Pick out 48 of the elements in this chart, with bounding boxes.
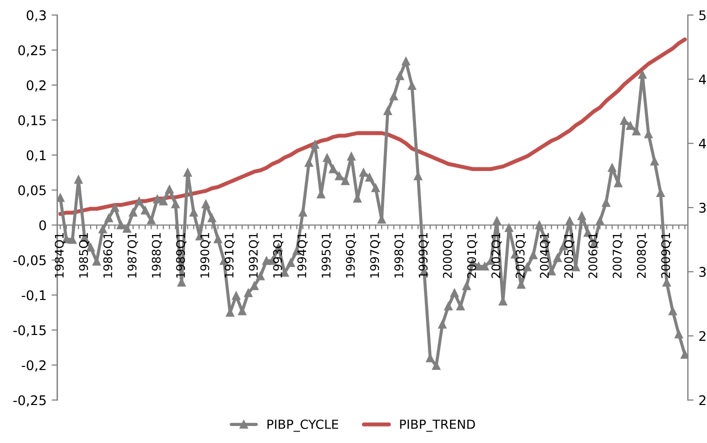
x-tick-label: 1986Q1 xyxy=(103,233,114,278)
y2-tick-label: 3 xyxy=(699,266,706,277)
y-tick-label: 0,3 xyxy=(26,10,46,22)
x-tick-label: 1984Q1 xyxy=(54,233,66,278)
y-tick-label: -0,1 xyxy=(22,290,46,302)
x-tick-label: 2000Q1 xyxy=(442,233,454,278)
legend-label: PIBP_TREND xyxy=(400,420,475,432)
y-tick-label: 0 xyxy=(39,220,46,230)
x-tick-label: 2007Q1 xyxy=(612,233,623,278)
x-tick-label: 2008Q1 xyxy=(636,233,648,278)
y2-tick-label: 3 xyxy=(699,202,706,213)
x-tick-label: 1985Q1 xyxy=(79,233,90,278)
y-tick-label: 0,05 xyxy=(18,185,46,197)
y2-tick-label: 5 xyxy=(699,10,706,20)
x-tick-label: 1992Q1 xyxy=(248,233,260,278)
y-tick-label: -0,15 xyxy=(13,325,46,337)
x-tick-label: 2003Q1 xyxy=(516,233,526,278)
y-tick-label: 0,2 xyxy=(26,80,46,92)
x-tick-label: 1991Q1 xyxy=(224,233,235,278)
y-tick-label: 0,15 xyxy=(18,115,46,127)
y-tick-label: -0,05 xyxy=(13,255,46,267)
x-tick-label: 1988Q1 xyxy=(152,233,162,278)
x-tick-label: 1990Q1 xyxy=(200,233,211,278)
x-tick-label: 1997Q1 xyxy=(370,233,380,278)
x-tick-label: 2006Q1 xyxy=(588,233,599,278)
x-tick-label: 2001Q1 xyxy=(467,233,478,278)
x-tick-label: 2004Q1 xyxy=(540,233,550,278)
x-tick-label: 1995Q1 xyxy=(322,233,332,278)
x-tick-label: 1998Q1 xyxy=(394,233,405,278)
y-tick-label: -0,2 xyxy=(22,360,46,372)
y2-tick-label: 4 xyxy=(698,74,706,84)
x-tick-label: 1987Q1 xyxy=(128,233,138,278)
x-tick-label: 2002Q1 xyxy=(491,233,502,278)
x-tick-label: 1993Q1 xyxy=(273,233,284,278)
y-tick-label: 0,1 xyxy=(26,150,46,162)
x-tick-label: 2009Q1 xyxy=(661,233,672,278)
x-tick-label: 2005Q1 xyxy=(564,233,574,278)
y-tick-label: 0,25 xyxy=(18,45,46,57)
y2-tick-label: 2 xyxy=(699,395,706,406)
line-series xyxy=(58,38,687,216)
y2-tick-label: 4 xyxy=(698,138,706,148)
x-tick-label: 1994Q1 xyxy=(297,233,308,278)
legend-label: PIBP_CYCLE xyxy=(268,420,338,432)
x-tick-label: 1999Q1 xyxy=(418,233,429,278)
x-tick-label: 1996Q1 xyxy=(346,233,356,278)
y2-tick-label: 2 xyxy=(699,331,706,341)
y-tick-label: -0,25 xyxy=(13,395,46,407)
x-tick-label: 1989Q1 xyxy=(176,233,186,278)
